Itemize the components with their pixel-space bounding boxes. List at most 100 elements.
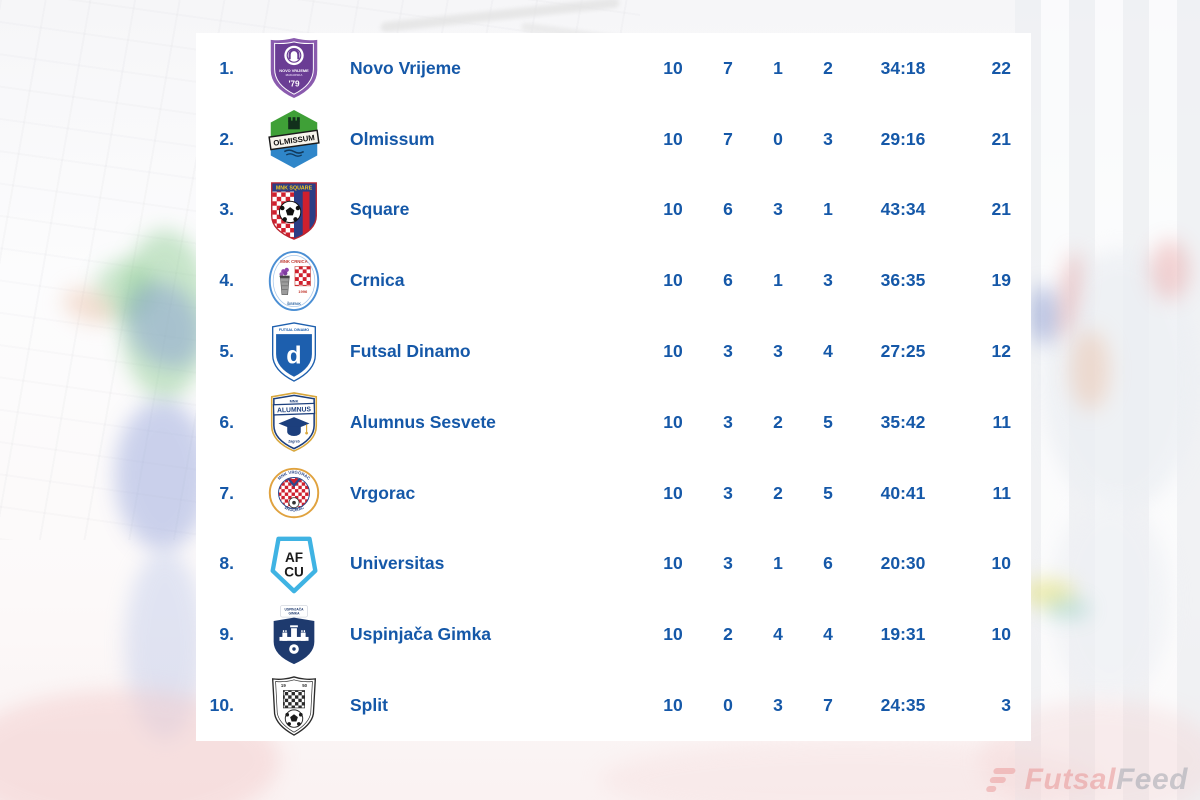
rank-cell: 1. — [219, 57, 234, 78]
goals-cell: 29:16 — [880, 128, 926, 149]
table-row: 10. 19 50 — [196, 670, 1031, 741]
points-cell: 3 — [1001, 695, 1011, 716]
goals-cell: 27:25 — [880, 341, 926, 362]
losses-cell: 4 — [823, 624, 833, 645]
table-row: 7. — [196, 458, 1031, 529]
goals-cell: 34:18 — [880, 57, 926, 78]
logo-text: d — [286, 341, 301, 369]
played-cell: 10 — [663, 199, 683, 220]
logo-text: AF — [285, 550, 303, 565]
table-row: 3. MNK SQUARE — [196, 175, 1031, 246]
losses-cell: 5 — [823, 482, 833, 503]
futsalfeed-logo-icon — [985, 768, 1016, 792]
losses-cell: 4 — [823, 341, 833, 362]
standings-table: 1. NOVO VRIJEME MAKARSKA '79 Novo Vrijem… — [196, 33, 1031, 741]
graduation-cap-glyph — [278, 417, 310, 437]
logo-text: CU — [284, 565, 304, 580]
wins-cell: 6 — [723, 270, 733, 291]
football-glyph — [289, 643, 299, 654]
logo-futsal-dinamo: FUTSAL DINAMO d — [244, 321, 344, 383]
losses-cell: 6 — [823, 553, 833, 574]
rank-cell: 8. — [219, 553, 234, 574]
logo-text: GIMKA — [289, 611, 301, 615]
goals-cell: 40:41 — [880, 482, 926, 503]
rank-cell: 6. — [219, 411, 234, 432]
table-row: 8. AF CU Universitas 10 3 1 6 20:30 10 — [196, 529, 1031, 600]
team-name: Novo Vrijeme — [350, 57, 461, 78]
logo-text: ŠIBENIK — [287, 301, 302, 306]
logo-text: '79 — [288, 80, 300, 89]
logo-text: ALUMNUS — [277, 407, 312, 415]
goals-cell: 20:30 — [880, 553, 926, 574]
rank-cell: 10. — [209, 695, 234, 716]
logo-uspinjaca-gimka: USPINJAČA GIMKA — [244, 604, 344, 666]
draws-cell: 1 — [773, 270, 783, 291]
logo-alumnus: MNK ALUMNUS Zagreb — [244, 391, 344, 453]
rank-cell: 9. — [219, 624, 234, 645]
draws-cell: 1 — [773, 553, 783, 574]
draws-cell: 1 — [773, 57, 783, 78]
watermark-feed-text: Feed — [1115, 763, 1188, 796]
football-glyph — [288, 497, 300, 509]
castle-glyph — [279, 625, 309, 641]
logo-vrgorac: MNK VRGORAC VRGORAC — [244, 462, 344, 524]
logo-olmissum: OLMISSUM — [244, 108, 344, 170]
played-cell: 10 — [663, 695, 683, 716]
rank-cell: 7. — [219, 482, 234, 503]
played-cell: 10 — [663, 341, 683, 362]
rank-cell: 5. — [219, 341, 234, 362]
futsalfeed-watermark: Futsal Feed — [985, 762, 1188, 798]
points-cell: 11 — [992, 482, 1012, 503]
table-row: 5. FUTSAL DINAMO d Futsal Dinamo 10 3 3 … — [196, 316, 1031, 387]
wins-cell: 6 — [723, 199, 733, 220]
player-right-sole — [1045, 600, 1090, 618]
player-right-red-shoulder — [1150, 240, 1190, 300]
watermark-futsal-text: Futsal — [1024, 763, 1116, 796]
losses-cell: 1 — [823, 199, 833, 220]
logo-text: MNK SQUARE — [276, 186, 313, 192]
draws-cell: 3 — [773, 199, 783, 220]
arch-glyph — [288, 49, 300, 60]
player-left-shorts — [115, 400, 210, 550]
table-row: 4. MNK CRNICA — [196, 245, 1031, 316]
logo-text: FUTSAL DINAMO — [279, 328, 309, 332]
table-row: 2. OLMISSUM Olmissum — [196, 104, 1031, 175]
logo-novo-vrijeme: NOVO VRIJEME MAKARSKA '79 — [244, 37, 344, 99]
wins-cell: 3 — [723, 482, 733, 503]
wins-cell: 2 — [723, 624, 733, 645]
played-cell: 10 — [663, 411, 683, 432]
points-cell: 19 — [991, 270, 1011, 291]
floor-tint — [600, 740, 1100, 800]
team-name: Alumnus Sesvete — [350, 411, 496, 432]
points-cell: 10 — [991, 553, 1011, 574]
goals-cell: 36:35 — [880, 270, 926, 291]
team-name: Universitas — [350, 553, 445, 574]
points-cell: 11 — [992, 411, 1012, 432]
team-name: Futsal Dinamo — [350, 341, 471, 362]
wins-cell: 0 — [723, 695, 733, 716]
logo-text: Zagreb — [288, 440, 300, 444]
wins-cell: 3 — [723, 341, 733, 362]
logo-split: 19 50 — [244, 675, 344, 737]
goals-cell: 24:35 — [880, 695, 926, 716]
tower-glyph — [279, 275, 290, 295]
football-glyph — [284, 708, 304, 728]
draws-cell: 2 — [773, 411, 783, 432]
played-cell: 10 — [663, 624, 683, 645]
played-cell: 10 — [663, 482, 683, 503]
player-right-arm — [1070, 330, 1110, 410]
logo-text: VRGORAC — [283, 505, 305, 513]
wins-cell: 7 — [723, 57, 733, 78]
losses-cell: 2 — [823, 57, 833, 78]
logo-text: USPINJAČA — [285, 606, 305, 611]
losses-cell: 7 — [823, 695, 833, 716]
losses-cell: 3 — [823, 128, 833, 149]
wins-cell: 3 — [723, 411, 733, 432]
player-left-shirt — [120, 230, 210, 400]
played-cell: 10 — [663, 57, 683, 78]
points-cell: 22 — [991, 57, 1011, 78]
logo-universitas: AF CU — [244, 533, 344, 595]
draws-cell: 3 — [773, 695, 783, 716]
goals-cell: 19:31 — [880, 624, 926, 645]
